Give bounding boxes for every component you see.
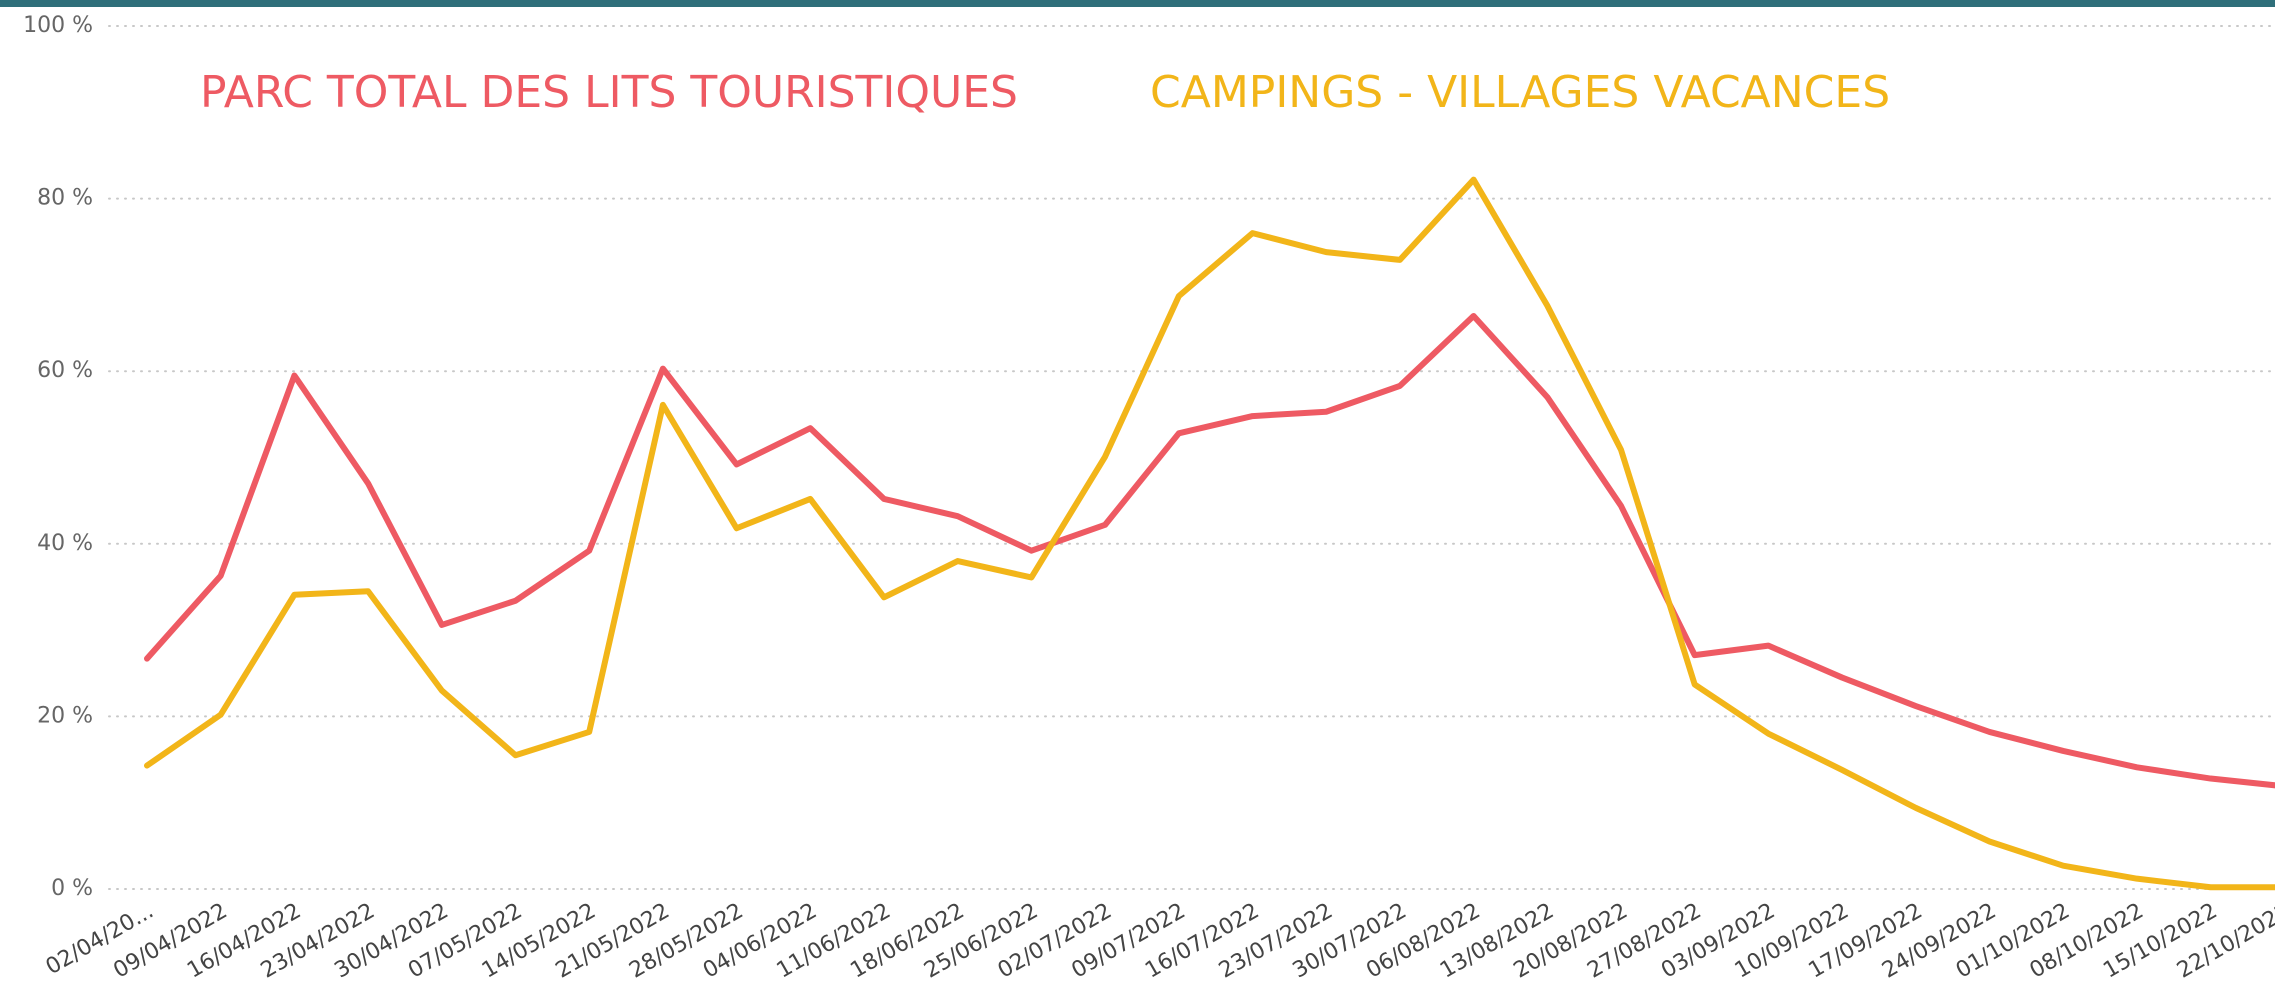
y-tick-label: 40 % — [37, 531, 93, 556]
legend-entry: CAMPINGS - VILLAGES VACANCES — [1150, 67, 1890, 118]
y-tick-label: 100 % — [23, 13, 93, 38]
y-tick-label: 0 % — [51, 876, 93, 901]
legend-entry: PARC TOTAL DES LITS TOURISTIQUES — [200, 67, 1018, 118]
series-line — [144, 176, 2275, 891]
series-line — [144, 312, 2275, 789]
y-tick-label: 60 % — [37, 358, 93, 383]
top-border — [0, 0, 2275, 7]
y-tick-label: 20 % — [37, 703, 93, 728]
y-tick-label: 80 % — [37, 186, 93, 211]
